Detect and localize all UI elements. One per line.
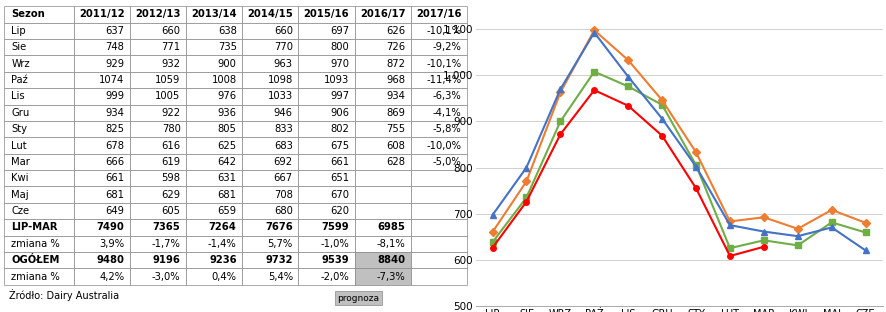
2015/16: [486, 213, 497, 217]
2016/17: [690, 186, 701, 190]
2015/16: [521, 166, 532, 169]
2013/14: [656, 103, 666, 107]
2013/14: [555, 119, 565, 123]
2014/15: [588, 28, 599, 32]
2015/16: [656, 117, 666, 120]
2013/14: [724, 246, 734, 250]
2015/16: [859, 249, 870, 252]
2013/14: [859, 231, 870, 234]
2013/14: [690, 163, 701, 167]
Line: 2013/14: 2013/14: [489, 69, 867, 251]
2015/16: [690, 165, 701, 168]
2016/17: [656, 134, 666, 138]
2015/16: [588, 31, 599, 34]
2015/16: [724, 223, 734, 227]
2016/17: [486, 246, 497, 250]
2016/17: [724, 254, 734, 258]
2013/14: [791, 244, 802, 247]
Line: 2014/15: 2014/15: [489, 27, 867, 235]
2014/15: [826, 208, 836, 212]
2014/15: [758, 215, 768, 219]
2014/15: [486, 230, 497, 234]
2015/16: [758, 230, 768, 233]
2013/14: [622, 85, 633, 88]
2015/16: [622, 75, 633, 79]
2013/14: [758, 238, 768, 242]
2014/15: [656, 98, 666, 102]
2013/14: [588, 70, 599, 74]
Line: 2015/16: 2015/16: [489, 30, 867, 253]
2015/16: [791, 234, 802, 238]
2016/17: [758, 245, 768, 249]
2013/14: [486, 240, 497, 244]
2015/16: [826, 226, 836, 229]
2016/17: [555, 133, 565, 136]
2014/15: [622, 58, 633, 62]
2014/15: [555, 90, 565, 94]
Text: prognoza: prognoza: [337, 294, 379, 303]
2016/17: [622, 104, 633, 108]
Text: Żródło: Dairy Australia: Żródło: Dairy Australia: [9, 289, 119, 301]
2013/14: [826, 221, 836, 224]
2014/15: [791, 227, 802, 231]
2015/16: [555, 87, 565, 91]
2016/17: [521, 200, 532, 203]
2016/17: [588, 88, 599, 92]
2014/15: [859, 221, 870, 225]
2014/15: [724, 220, 734, 223]
2014/15: [690, 150, 701, 154]
2014/15: [521, 179, 532, 183]
2013/14: [521, 196, 532, 199]
Line: 2016/17: 2016/17: [489, 87, 766, 259]
